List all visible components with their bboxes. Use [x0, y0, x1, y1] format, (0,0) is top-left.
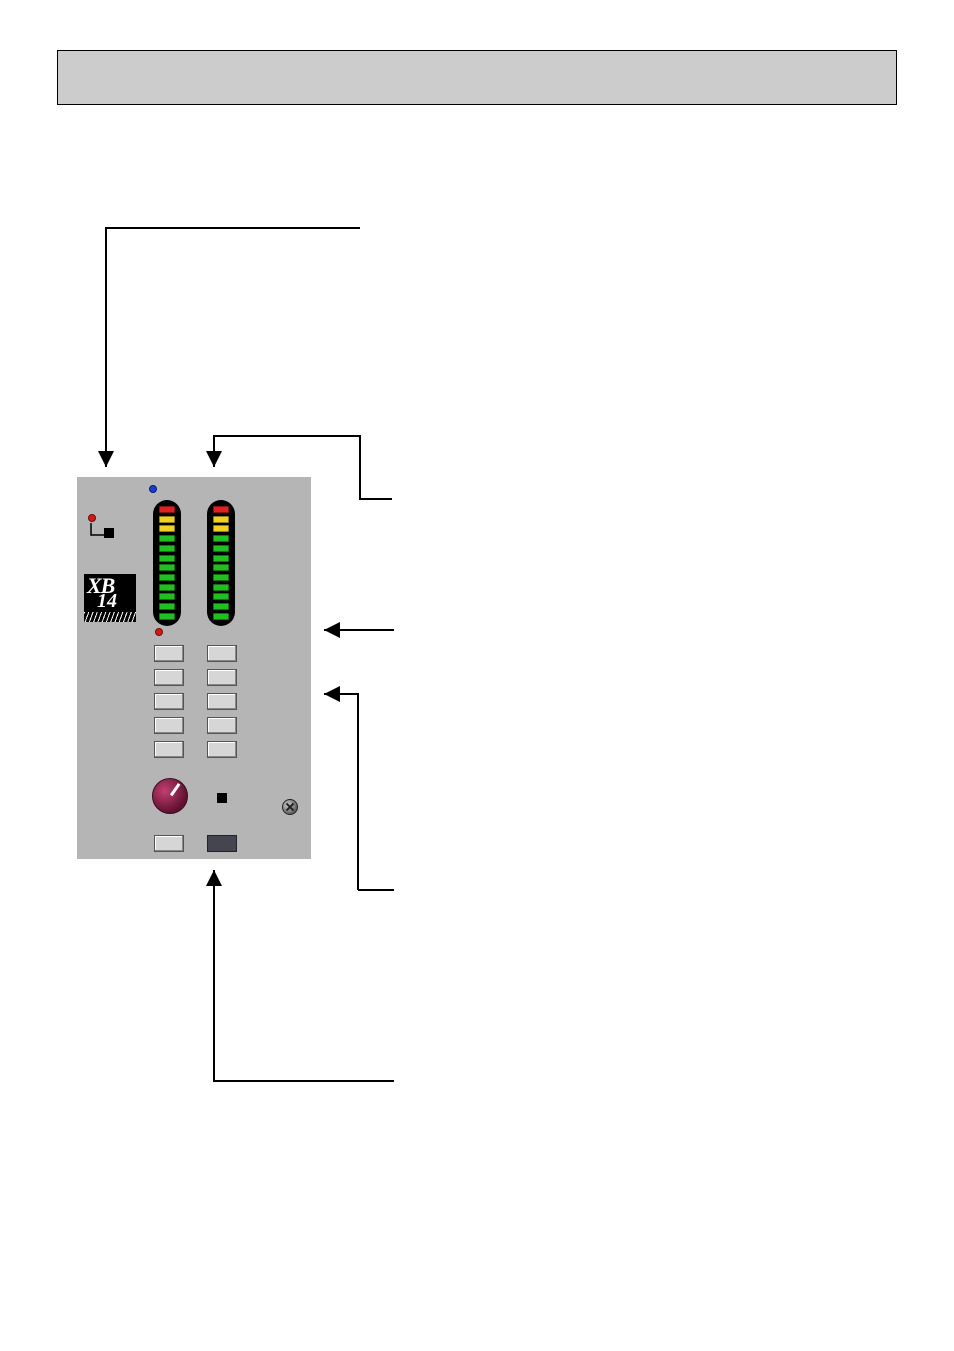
meter-seg: [159, 555, 175, 562]
toggle-switch[interactable]: [104, 528, 114, 538]
meter-seg: [213, 535, 229, 542]
mixer-panel: XB 14: [77, 477, 311, 859]
meter-seg: [159, 564, 175, 571]
meter-seg: [159, 584, 175, 591]
panel-button[interactable]: [207, 669, 237, 686]
meter-seg: [213, 574, 229, 581]
meter-seg: [213, 506, 229, 513]
logo-line-2: 14: [97, 592, 133, 610]
meter-seg: [159, 603, 175, 610]
meter-seg: [159, 525, 175, 532]
meter-left: [153, 500, 181, 626]
panel-button-bottom[interactable]: [154, 835, 184, 852]
meter-seg: [213, 584, 229, 591]
knob-pointer-icon: [170, 783, 180, 796]
meter-seg: [159, 535, 175, 542]
panel-button[interactable]: [154, 717, 184, 734]
meter-seg: [213, 613, 229, 620]
red-led-mid-icon: [155, 628, 163, 636]
panel-button[interactable]: [154, 669, 184, 686]
toggle-square[interactable]: [217, 793, 227, 803]
meter-seg: [213, 555, 229, 562]
meter-seg: [159, 593, 175, 600]
panel-button[interactable]: [207, 693, 237, 710]
meter-seg: [159, 613, 175, 620]
red-led-top-icon: [88, 514, 96, 522]
panel-button[interactable]: [154, 693, 184, 710]
meter-seg: [213, 516, 229, 523]
meter-seg: [213, 603, 229, 610]
meter-seg: [213, 593, 229, 600]
header-bar: [57, 50, 897, 105]
screw-icon: [282, 799, 298, 815]
meter-seg: [159, 574, 175, 581]
panel-button-dark[interactable]: [207, 835, 237, 852]
meter-seg: [159, 545, 175, 552]
product-logo: XB 14: [84, 574, 136, 622]
meter-seg: [159, 516, 175, 523]
level-knob[interactable]: [152, 778, 188, 814]
meter-right: [207, 500, 235, 626]
panel-button[interactable]: [207, 741, 237, 758]
panel-button[interactable]: [207, 717, 237, 734]
power-led-icon: [149, 485, 157, 493]
meter-seg: [213, 545, 229, 552]
panel-button[interactable]: [154, 645, 184, 662]
meter-seg: [213, 564, 229, 571]
panel-button[interactable]: [154, 741, 184, 758]
panel-button[interactable]: [207, 645, 237, 662]
logo-hatch-pattern: [84, 612, 136, 622]
meter-seg: [159, 506, 175, 513]
meter-seg: [213, 525, 229, 532]
